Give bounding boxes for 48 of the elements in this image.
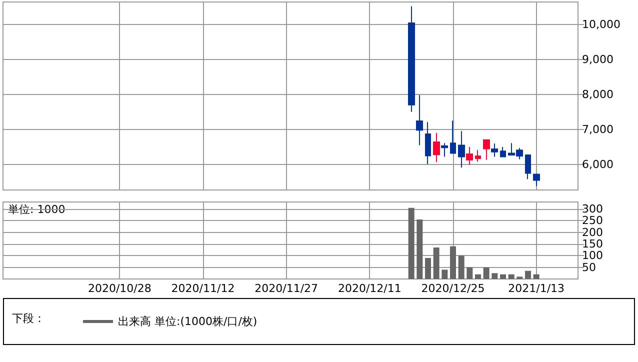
y-tick-label: 300 bbox=[582, 202, 603, 216]
bar bbox=[442, 270, 448, 279]
x-tick-label: 2020/12/25 bbox=[421, 282, 485, 295]
bar bbox=[533, 274, 540, 279]
y-tick-label: 250 bbox=[582, 214, 603, 228]
y-tick-label: 9,000 bbox=[582, 52, 614, 66]
bar bbox=[500, 274, 506, 279]
y-tick-label: 6,000 bbox=[582, 158, 614, 171]
candlestick bbox=[483, 138, 490, 160]
x-tick-label: 2020/11/12 bbox=[171, 282, 235, 295]
x-tick-label: 2020/10/28 bbox=[88, 282, 152, 295]
y-tick-label: 7,000 bbox=[582, 122, 614, 136]
bar bbox=[416, 220, 423, 279]
bar bbox=[466, 267, 473, 279]
y-tick-label: 50 bbox=[582, 260, 596, 274]
y-tick-label: 100 bbox=[582, 249, 603, 262]
candlestick bbox=[416, 94, 423, 146]
candlestick bbox=[491, 142, 498, 158]
bar bbox=[475, 274, 481, 279]
candlestick bbox=[533, 174, 540, 187]
y-tick-label: 10,000 bbox=[582, 18, 620, 31]
candlestick bbox=[441, 142, 448, 158]
x-tick-label: 2020/12/11 bbox=[338, 282, 402, 295]
legend-label: 出来高 単位:(1000株/口/枚) bbox=[118, 315, 258, 328]
bar bbox=[408, 208, 414, 279]
bar bbox=[425, 258, 431, 279]
bar bbox=[483, 267, 490, 279]
y-tick-label: 150 bbox=[582, 238, 603, 250]
y-tick-label: 200 bbox=[582, 226, 603, 239]
candlestick bbox=[475, 150, 481, 162]
bar bbox=[525, 270, 531, 279]
candlestick bbox=[450, 120, 456, 154]
candlestick bbox=[408, 6, 415, 112]
candlestick bbox=[500, 146, 506, 158]
bar bbox=[433, 248, 440, 279]
bar bbox=[450, 246, 456, 279]
x-tick-label: 2020/11/27 bbox=[254, 282, 318, 295]
y-tick-label: 8,000 bbox=[582, 88, 614, 101]
text: 下段： bbox=[12, 312, 45, 325]
candlestick bbox=[458, 130, 465, 168]
candlestick bbox=[425, 122, 431, 165]
bar bbox=[508, 274, 514, 279]
bar bbox=[458, 256, 464, 279]
candlestick bbox=[525, 154, 531, 180]
x-tick-label: 2021/1/13 bbox=[508, 282, 565, 295]
candlestick bbox=[433, 132, 440, 162]
candlestick bbox=[466, 146, 473, 166]
bar bbox=[492, 273, 498, 279]
